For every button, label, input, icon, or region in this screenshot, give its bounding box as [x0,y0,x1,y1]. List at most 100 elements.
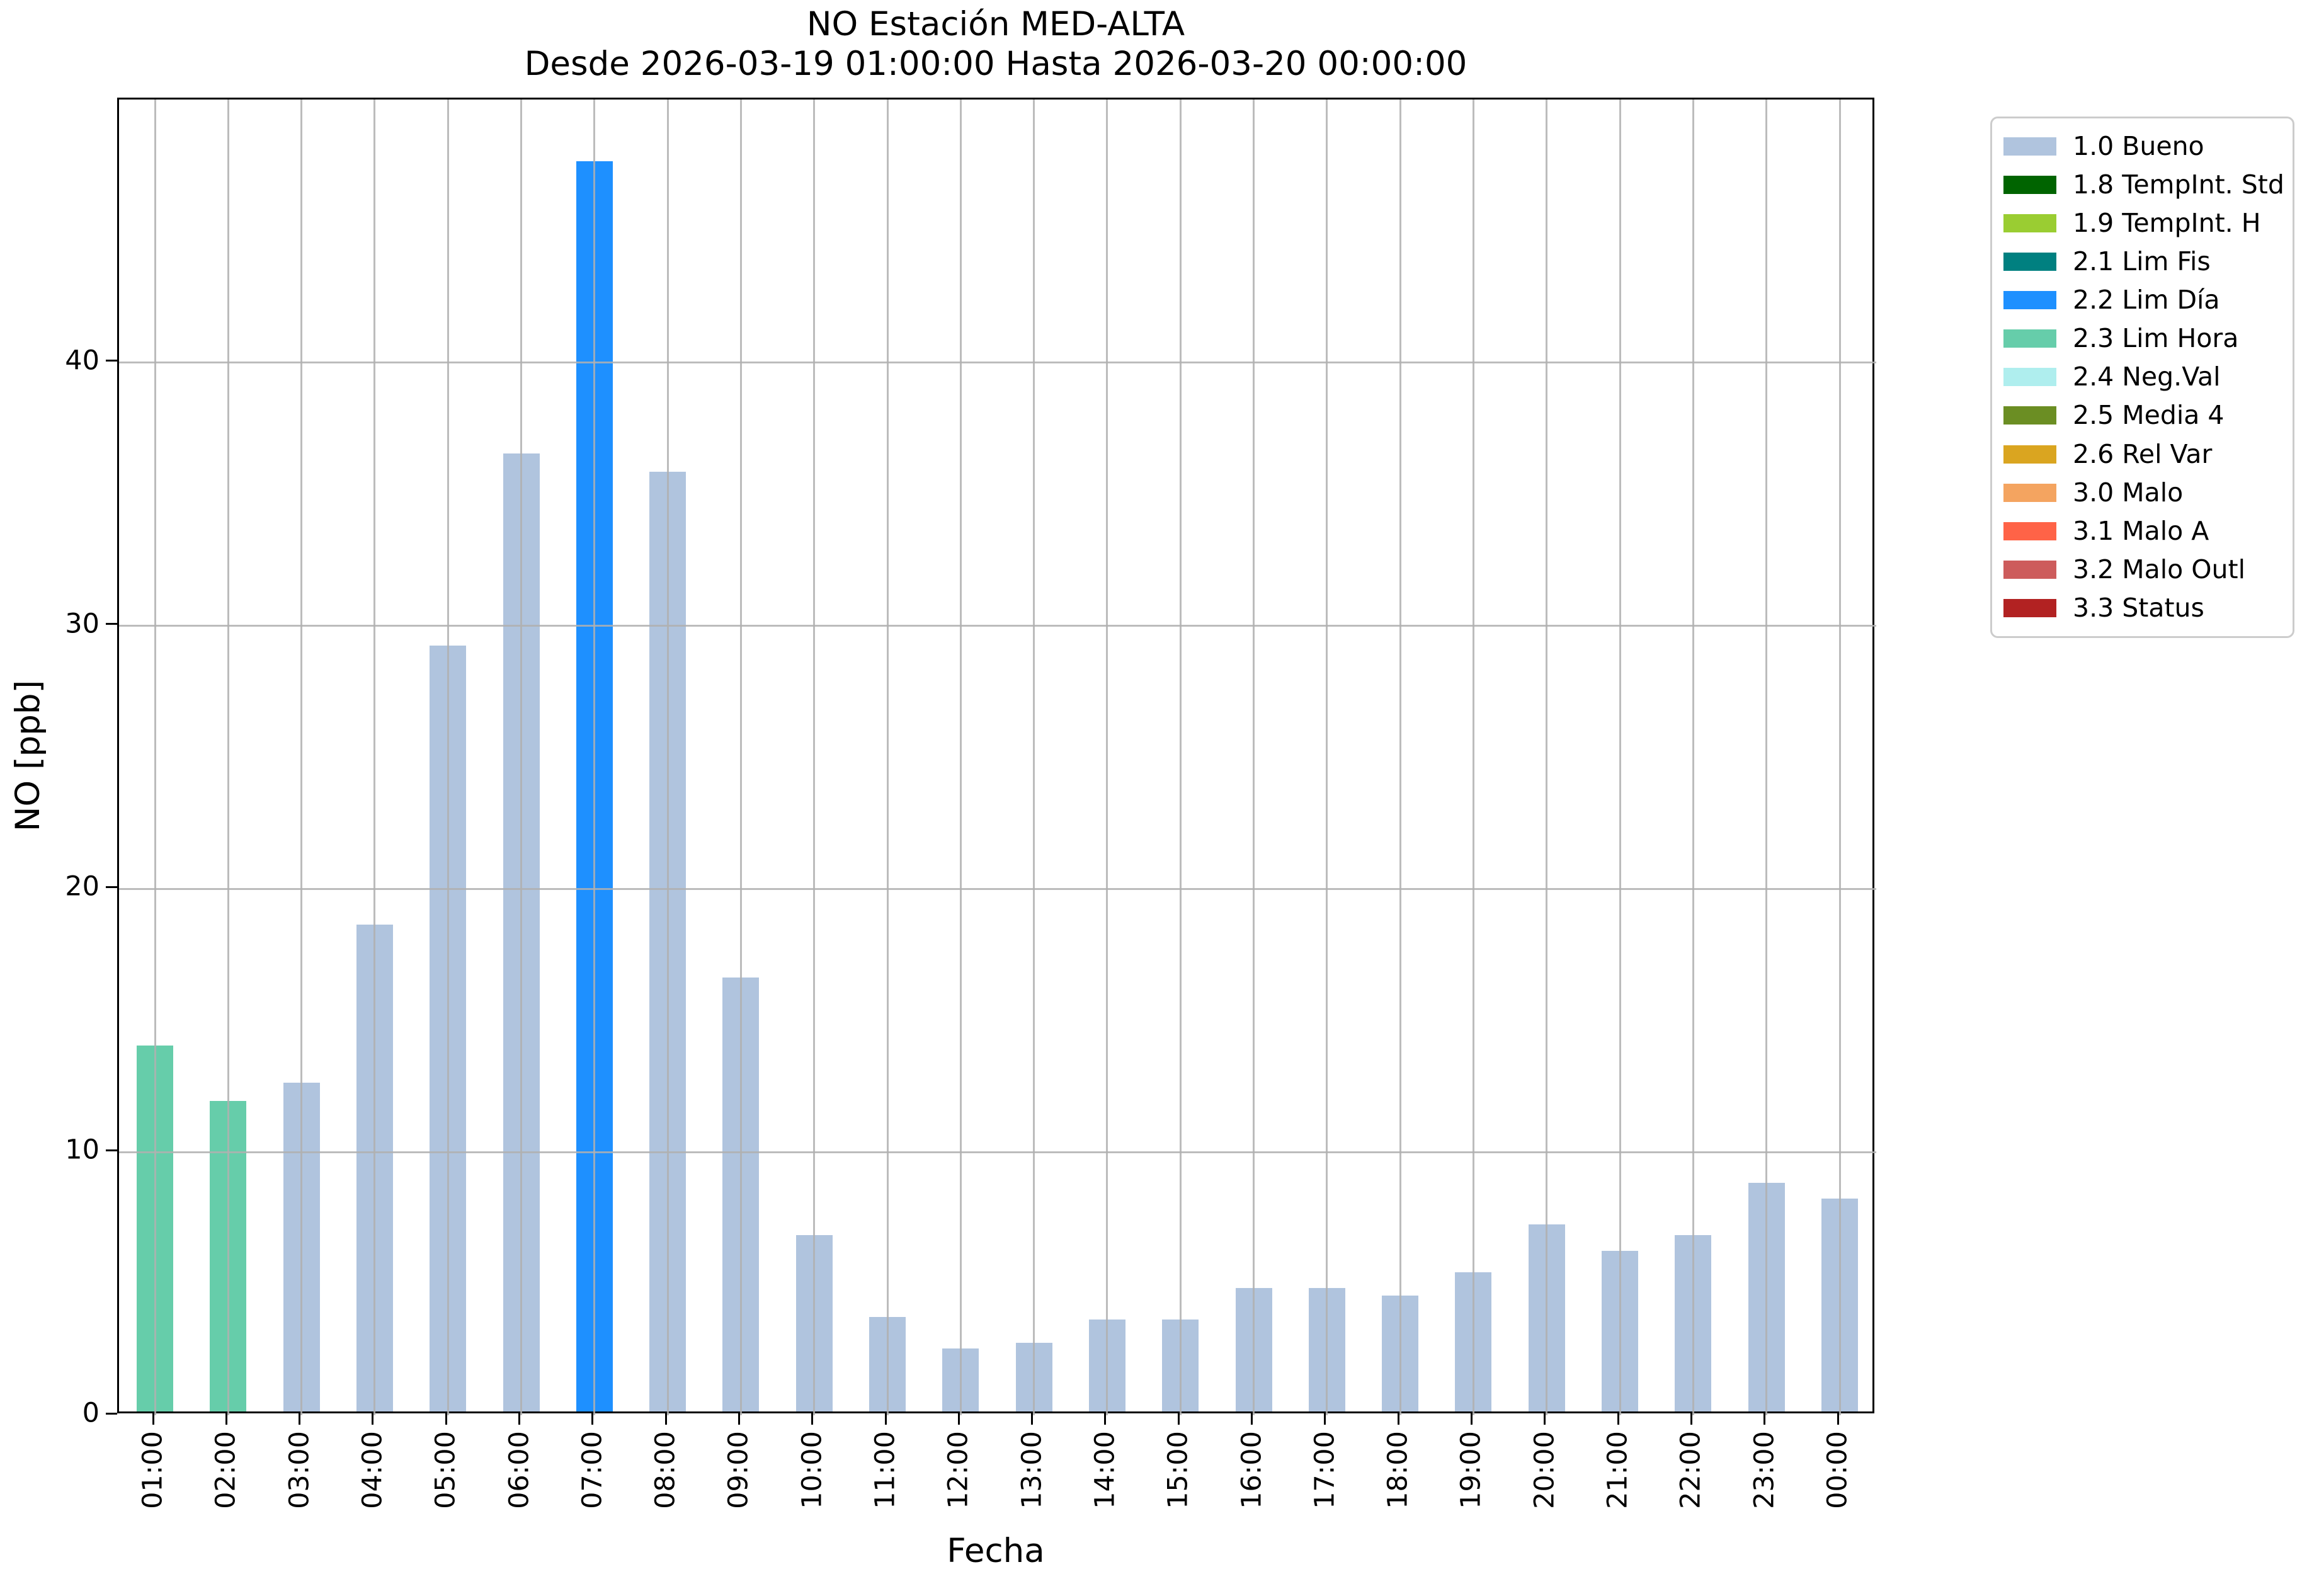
legend-swatch [2003,329,2056,348]
x-tick [738,1413,740,1425]
legend-swatch [2003,560,2056,579]
x-tick [884,1413,887,1425]
x-tick [1470,1413,1473,1425]
chart-title: NO Estación MED-ALTA Desde 2026-03-19 01… [117,5,1874,84]
grid-line-horizontal [119,625,1876,627]
grid-line-vertical [447,100,449,1415]
legend-label: 3.3 Status [2073,592,2204,623]
x-tick-label: 20:00 [1529,1431,1561,1509]
x-tick-label: 03:00 [283,1431,316,1509]
legend-row: 2.1 Lim Fis [2003,249,2281,275]
legend-label: 2.1 Lim Fis [2073,246,2211,277]
grid-line-vertical [1179,100,1182,1415]
x-tick [1031,1413,1034,1425]
grid-line-vertical [1546,100,1548,1415]
grid-line-vertical [154,100,156,1415]
legend-label: 2.6 Rel Var [2073,438,2213,469]
legend-label: 3.1 Malo A [2073,515,2209,546]
y-tick-label: 20 [65,870,100,903]
x-tick [1763,1413,1766,1425]
grid-line-vertical [593,100,596,1415]
legend-swatch [2003,522,2056,540]
legend-row: 3.2 Malo Outl [2003,556,2281,583]
x-tick [445,1413,447,1425]
x-tick-label: 21:00 [1602,1431,1634,1509]
x-tick-label: 08:00 [649,1431,681,1509]
grid-line-vertical [1472,100,1474,1415]
grid-line-vertical [373,100,376,1415]
legend-row: 2.6 Rel Var [2003,438,2281,469]
x-tick [811,1413,814,1425]
x-tick-label: 02:00 [210,1431,242,1509]
chart-title-line1: NO Estación MED-ALTA [806,5,1185,43]
grid-line-vertical [1326,100,1328,1415]
grid-line-vertical [886,100,889,1415]
x-tick [1837,1413,1839,1425]
x-tick-label: 19:00 [1455,1431,1487,1509]
x-tick-label: 05:00 [430,1431,462,1509]
y-tick [106,623,117,625]
legend-swatch [2003,214,2056,233]
x-tick [152,1413,154,1425]
legend-swatch [2003,406,2056,425]
legend-label: 2.4 Neg.Val [2073,362,2221,392]
grid-line-vertical [1692,100,1694,1415]
legend-label: 1.9 TempInt. H [2073,208,2261,239]
x-tick [1251,1413,1253,1425]
grid-line-vertical [1765,100,1768,1415]
x-tick [1177,1413,1180,1425]
y-tick [106,1149,117,1151]
grid-line-vertical [739,100,742,1415]
x-tick [1324,1413,1326,1425]
grid-line-vertical [1033,100,1035,1415]
x-tick-label: 10:00 [796,1431,828,1509]
legend-swatch [2003,368,2056,387]
grid-line-vertical [1619,100,1621,1415]
y-tick-label: 10 [65,1134,100,1166]
legend-label: 2.3 Lim Hora [2073,323,2239,354]
y-tick-label: 0 [82,1397,100,1429]
x-tick [591,1413,594,1425]
legend-label: 2.2 Lim Día [2073,285,2220,316]
grid-line-vertical [520,100,523,1415]
x-tick-label: 15:00 [1162,1431,1194,1509]
y-tick [106,886,117,888]
grid-line-vertical [959,100,962,1415]
x-tick-label: 07:00 [576,1431,608,1509]
x-axis-label: Fecha [947,1532,1045,1570]
legend-row: 1.9 TempInt. H [2003,210,2281,236]
chart-title-line2: Desde 2026-03-19 01:00:00 Hasta 2026-03-… [524,44,1467,83]
legend-label: 2.5 Media 4 [2073,400,2225,431]
legend-swatch [2003,253,2056,271]
grid-line-vertical [813,100,816,1415]
legend-label: 1.8 TempInt. Std [2073,169,2284,200]
legend-swatch [2003,598,2056,617]
x-tick-label: 06:00 [503,1431,535,1509]
grid-line-vertical [1399,100,1401,1415]
y-tick [106,360,117,362]
grid-line-vertical [227,100,229,1415]
grid-line-horizontal [119,1151,1876,1153]
x-tick [957,1413,960,1425]
legend-swatch [2003,137,2056,156]
legend-row: 2.2 Lim Día [2003,287,2281,313]
x-tick [1690,1413,1692,1425]
legend-swatch [2003,445,2056,464]
x-tick-label: 23:00 [1748,1431,1781,1509]
y-tick-label: 40 [65,345,100,377]
legend-swatch [2003,291,2056,310]
legend-row: 3.3 Status [2003,595,2281,621]
legend-swatch [2003,483,2056,502]
x-tick-label: 09:00 [722,1431,755,1509]
grid-line-vertical [666,100,669,1415]
x-tick-label: 14:00 [1089,1431,1121,1509]
grid-line-vertical [1838,100,1841,1415]
x-tick-label: 22:00 [1675,1431,1707,1509]
x-tick [1104,1413,1107,1425]
legend-row: 3.1 Malo A [2003,518,2281,544]
plot-area [117,98,1876,1415]
legend: 1.0 Bueno 1.8 TempInt. Std 1.9 TempInt. H 2… [1990,117,2294,638]
legend-row: 1.8 TempInt. Std [2003,169,2284,200]
x-tick-label: 11:00 [869,1431,901,1509]
legend-label: 3.0 Malo [2073,477,2184,508]
